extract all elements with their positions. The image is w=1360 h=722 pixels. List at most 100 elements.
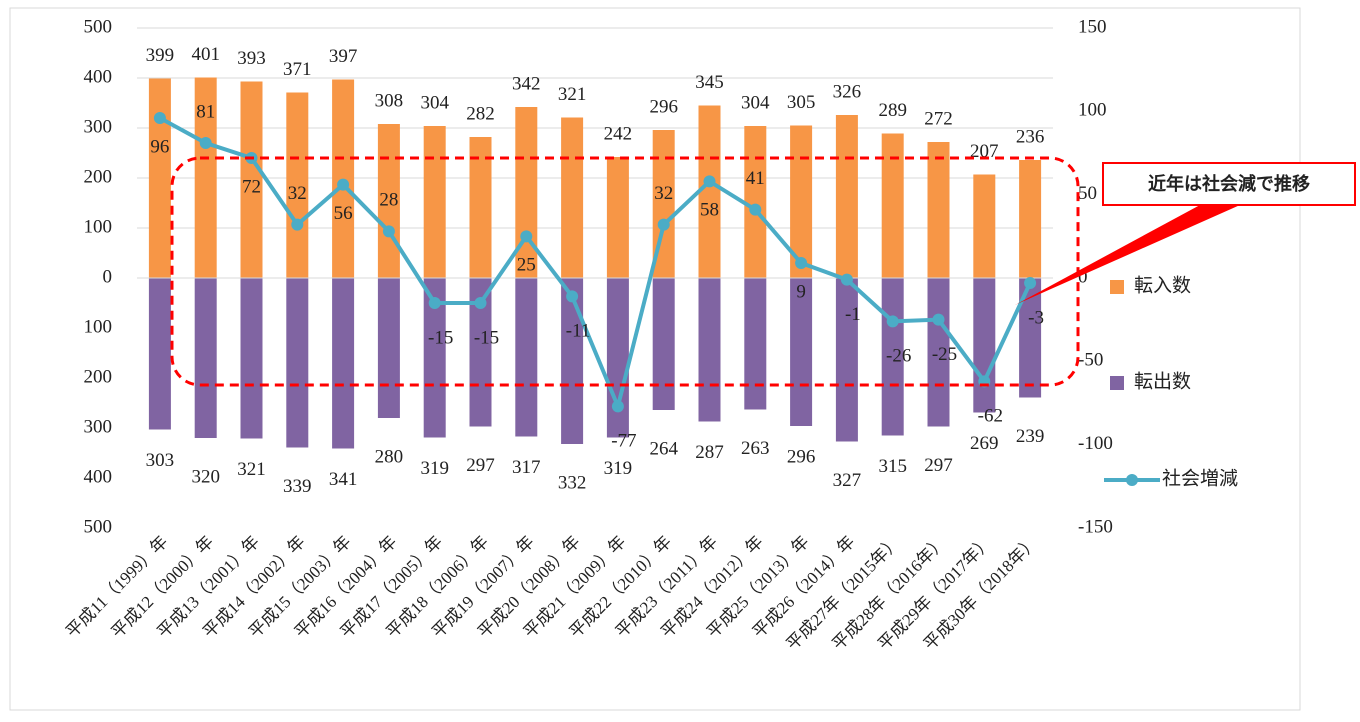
line-label: 32 <box>654 183 673 204</box>
bar <box>240 81 263 278</box>
line-marker <box>199 137 212 149</box>
y-tick-label: 200 <box>84 166 113 187</box>
bar <box>790 125 813 278</box>
y-tick-label: 300 <box>84 116 113 137</box>
line-label: 72 <box>242 176 261 197</box>
y-tick-label: 200 <box>84 366 113 387</box>
data-label: 371 <box>283 59 312 80</box>
line-marker <box>1024 277 1037 289</box>
y-tick-label: 500 <box>84 16 113 37</box>
line-marker <box>840 273 853 286</box>
data-label: 319 <box>420 458 449 479</box>
line-label: 9 <box>796 281 806 302</box>
line-label: -25 <box>932 344 957 365</box>
bar <box>515 278 538 437</box>
line-label: 56 <box>334 203 353 224</box>
line-label: -62 <box>978 406 1003 427</box>
bar <box>606 157 629 278</box>
data-label: 401 <box>191 44 220 65</box>
line-marker <box>153 112 166 124</box>
data-label: 319 <box>604 458 633 479</box>
data-label: 289 <box>878 100 907 121</box>
line-label: 41 <box>746 168 765 189</box>
data-label: 304 <box>420 92 449 113</box>
data-label: 207 <box>970 141 999 162</box>
legend-label: 転出数 <box>1134 370 1191 392</box>
data-label: 264 <box>649 438 678 459</box>
y-tick-label: 300 <box>84 416 113 437</box>
data-label: 326 <box>833 81 862 102</box>
y-tick-label: 400 <box>84 466 113 487</box>
data-label: 272 <box>924 108 953 129</box>
data-label: 332 <box>558 472 587 493</box>
y-tick-label: 0 <box>103 266 113 287</box>
line-marker <box>657 218 670 231</box>
line-marker <box>932 313 945 326</box>
data-label: 287 <box>695 442 724 463</box>
bar <box>652 278 675 410</box>
line-marker <box>474 297 487 309</box>
line-marker <box>611 400 624 413</box>
data-label: 399 <box>146 45 175 66</box>
y-tick-label: 100 <box>84 216 113 237</box>
data-label: 341 <box>329 469 358 490</box>
line-label: -1 <box>845 304 861 325</box>
bar <box>286 92 309 278</box>
data-label: 239 <box>1016 426 1045 447</box>
data-label: 236 <box>1016 126 1045 147</box>
line-marker <box>428 297 441 309</box>
data-label: 296 <box>787 446 816 467</box>
bar <box>515 107 538 278</box>
bar <box>881 133 904 278</box>
data-label: 397 <box>329 46 358 67</box>
y2-tick-label: -150 <box>1078 516 1113 537</box>
data-label: 308 <box>375 90 404 111</box>
line-label: -77 <box>611 431 636 452</box>
legend-swatch <box>1110 280 1124 294</box>
bar <box>423 126 446 278</box>
bar <box>1019 278 1042 398</box>
y-tick-label: 100 <box>84 316 113 337</box>
y2-tick-label: 100 <box>1078 100 1107 121</box>
data-label: 297 <box>924 455 953 476</box>
data-label: 345 <box>695 72 724 93</box>
line-label: 58 <box>700 200 719 221</box>
y-tick-label: 500 <box>84 516 113 537</box>
y2-tick-label: 150 <box>1078 16 1107 37</box>
y2-tick-label: 50 <box>1078 183 1097 204</box>
line-marker <box>337 178 350 191</box>
data-label: 317 <box>512 457 541 478</box>
data-label: 242 <box>604 123 633 144</box>
data-label: 327 <box>833 470 862 491</box>
bar <box>835 278 858 442</box>
data-label: 321 <box>237 459 266 480</box>
bar <box>698 278 721 422</box>
data-label: 269 <box>970 433 999 454</box>
data-label: 315 <box>878 456 907 477</box>
bar <box>927 278 950 427</box>
legend-label: 社会増減 <box>1162 467 1238 489</box>
data-label: 393 <box>237 48 266 69</box>
bar <box>927 142 950 278</box>
data-label: 297 <box>466 455 495 476</box>
y2-tick-label: -100 <box>1078 433 1113 454</box>
line-marker <box>382 225 395 238</box>
line-marker <box>795 257 808 269</box>
bar <box>1019 160 1042 278</box>
line-label: 81 <box>196 101 215 122</box>
bar <box>240 278 263 439</box>
bar <box>698 105 721 278</box>
legend-label: 転入数 <box>1134 274 1191 296</box>
y-tick-label: 400 <box>84 66 113 87</box>
data-label: 321 <box>558 84 587 105</box>
y2-tick-label: 0 <box>1078 266 1088 287</box>
bar <box>606 278 629 438</box>
data-label: 342 <box>512 73 541 94</box>
line-label: -15 <box>474 327 499 348</box>
line-label: -26 <box>886 346 911 367</box>
y2-tick-label: -50 <box>1078 350 1103 371</box>
bar <box>332 278 355 449</box>
bar <box>561 117 584 278</box>
line-marker <box>886 315 899 328</box>
